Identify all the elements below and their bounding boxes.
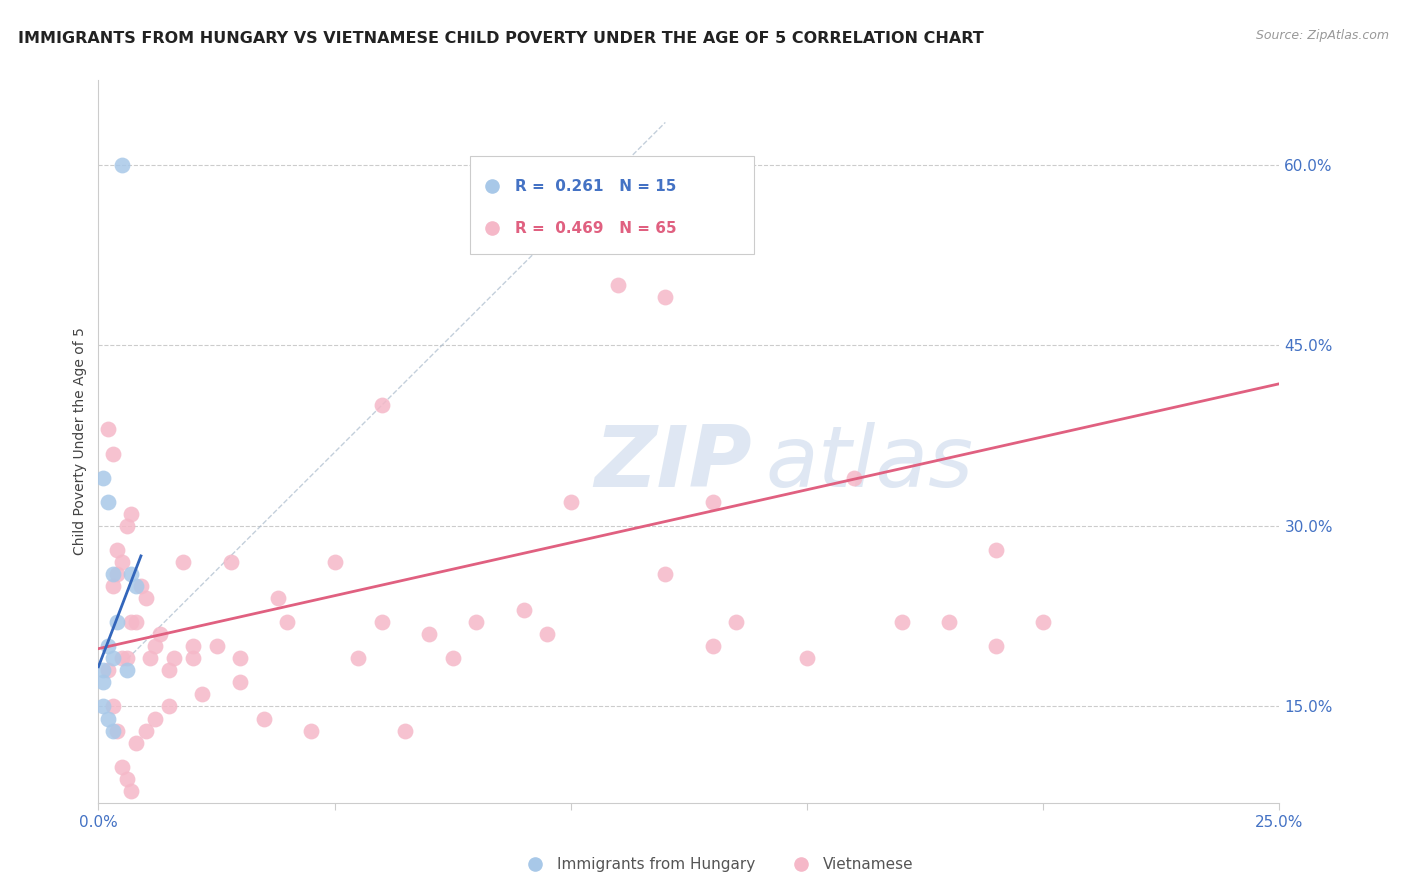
Point	[97, 423, 120, 437]
Point	[347, 651, 370, 665]
Point	[135, 591, 157, 606]
Point	[101, 579, 124, 593]
Point	[796, 651, 818, 665]
Point	[253, 712, 276, 726]
Point	[702, 494, 724, 508]
Point	[105, 567, 128, 582]
Point	[129, 579, 152, 593]
Point	[229, 675, 252, 690]
Point	[101, 723, 124, 738]
Point	[121, 784, 143, 798]
Point	[111, 760, 134, 774]
Point	[654, 290, 676, 304]
Point	[938, 615, 960, 630]
Text: R =  0.469   N = 65: R = 0.469 N = 65	[516, 221, 676, 235]
FancyBboxPatch shape	[471, 156, 754, 253]
Point	[371, 615, 394, 630]
Point	[101, 447, 124, 461]
Point	[91, 664, 114, 678]
Point	[121, 567, 143, 582]
Point	[139, 651, 162, 665]
Text: Immigrants from Hungary: Immigrants from Hungary	[557, 856, 755, 871]
Point	[394, 723, 416, 738]
Point	[111, 651, 134, 665]
Point	[229, 651, 252, 665]
Point	[111, 158, 134, 172]
Point	[560, 494, 582, 508]
Point	[465, 615, 488, 630]
Point	[181, 651, 204, 665]
Point	[121, 507, 143, 521]
Point	[441, 651, 464, 665]
Point	[323, 555, 346, 569]
Point	[121, 615, 143, 630]
Point	[105, 723, 128, 738]
Point	[191, 687, 214, 701]
Point	[97, 494, 120, 508]
Point	[512, 603, 534, 617]
Point	[163, 651, 186, 665]
Point	[101, 567, 124, 582]
Point	[702, 639, 724, 653]
Point	[984, 639, 1007, 653]
Point	[371, 398, 394, 412]
Point	[125, 735, 148, 749]
Point	[984, 542, 1007, 557]
Point	[115, 519, 138, 533]
Point	[97, 639, 120, 653]
Point	[299, 723, 322, 738]
Point	[115, 664, 138, 678]
Text: atlas: atlas	[766, 422, 974, 505]
Point	[536, 627, 558, 641]
Point	[125, 579, 148, 593]
Point	[219, 555, 242, 569]
Point	[890, 615, 912, 630]
Point	[143, 639, 166, 653]
Point	[91, 471, 114, 485]
Point	[125, 615, 148, 630]
Point	[135, 723, 157, 738]
Text: ZIP: ZIP	[595, 422, 752, 505]
Point	[157, 664, 180, 678]
Point	[1032, 615, 1054, 630]
Point	[115, 772, 138, 786]
Point	[91, 699, 114, 714]
Point	[267, 591, 290, 606]
Point	[105, 615, 128, 630]
Point	[157, 699, 180, 714]
Point	[181, 639, 204, 653]
Point	[725, 615, 748, 630]
Text: Source: ZipAtlas.com: Source: ZipAtlas.com	[1256, 29, 1389, 42]
Point	[115, 651, 138, 665]
Point	[105, 542, 128, 557]
Text: R =  0.261   N = 15: R = 0.261 N = 15	[516, 179, 676, 194]
Point	[172, 555, 194, 569]
Y-axis label: Child Poverty Under the Age of 5: Child Poverty Under the Age of 5	[73, 327, 87, 556]
Point	[607, 278, 630, 293]
Point	[97, 664, 120, 678]
Point	[205, 639, 228, 653]
Point	[91, 675, 114, 690]
Point	[101, 699, 124, 714]
Point	[101, 651, 124, 665]
Point	[654, 567, 676, 582]
Point	[276, 615, 298, 630]
Point	[97, 712, 120, 726]
Point	[143, 712, 166, 726]
Point	[149, 627, 172, 641]
Point	[844, 471, 866, 485]
Text: IMMIGRANTS FROM HUNGARY VS VIETNAMESE CHILD POVERTY UNDER THE AGE OF 5 CORRELATI: IMMIGRANTS FROM HUNGARY VS VIETNAMESE CH…	[18, 31, 984, 46]
Text: Vietnamese: Vietnamese	[823, 856, 912, 871]
Point	[418, 627, 440, 641]
Point	[111, 555, 134, 569]
